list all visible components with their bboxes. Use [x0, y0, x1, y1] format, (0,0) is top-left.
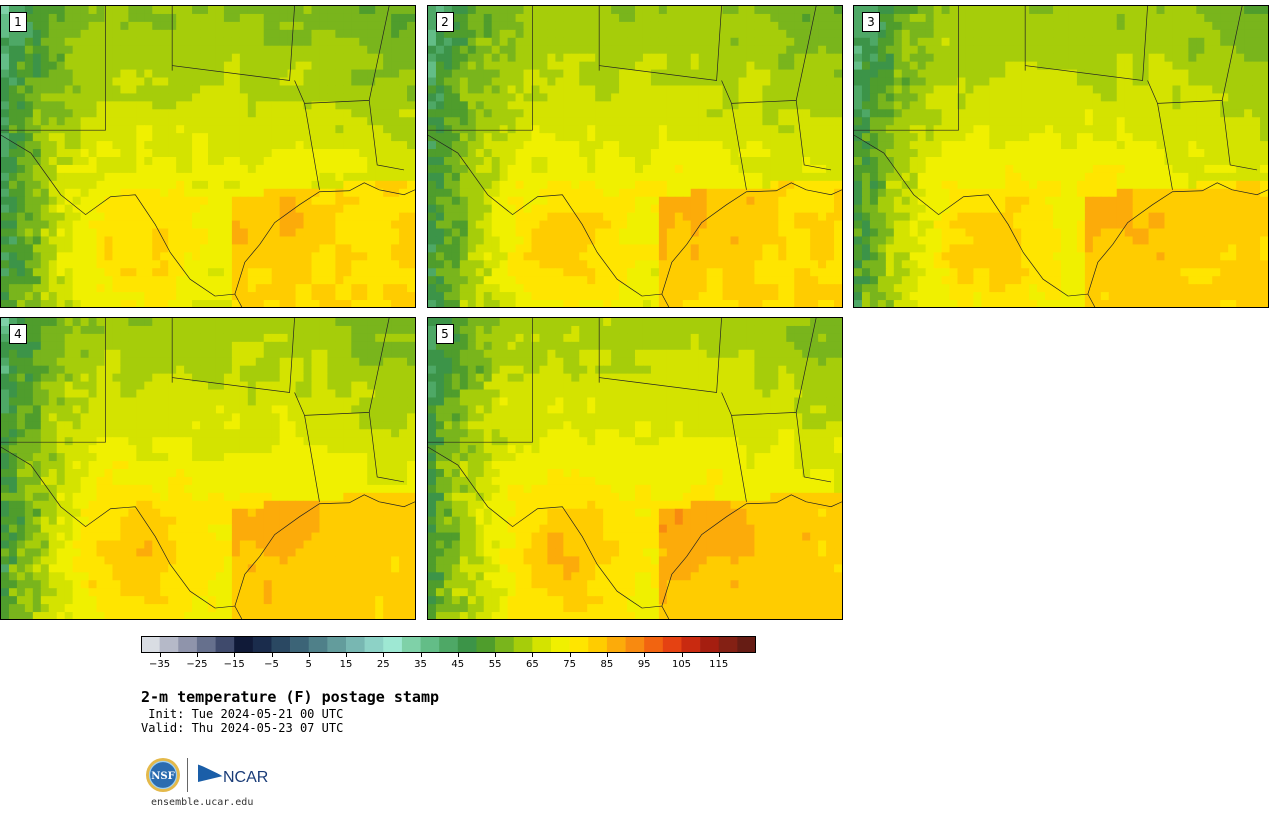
valid-time: Valid: Thu 2024-05-23 07 UTC — [141, 721, 344, 735]
colorbar-swatch — [420, 636, 440, 653]
temperature-map — [854, 6, 1268, 307]
colorbar-swatch — [718, 636, 738, 653]
colorbar-swatch — [662, 636, 682, 653]
colorbar-tick — [234, 653, 236, 657]
ncar-logo-text: NCAR — [223, 769, 268, 786]
colorbar-swatch — [569, 636, 589, 653]
colorbar-tick-label: 45 — [451, 659, 465, 670]
colorbar-tick — [457, 653, 459, 657]
logo-divider — [187, 758, 188, 792]
ensemble-member-panel-5: 5 — [427, 317, 843, 620]
colorbar-tick — [271, 653, 273, 657]
colorbar-swatch — [346, 636, 365, 653]
colorbar-tick-label: 65 — [526, 659, 539, 670]
colorbar-swatch — [196, 636, 216, 653]
colorbar-tick-label: 85 — [600, 659, 614, 670]
colorbar-tick-label: 25 — [376, 659, 390, 670]
colorbar-tick-label: −5 — [264, 659, 279, 670]
colorbar-tick-labels: −35 −25 −15 −5 5 15 25 35 45 55 65 75 85 95 105 115 — [141, 653, 756, 675]
colorbar-tick-label: −25 — [186, 659, 208, 670]
ensemble-member-panel-2: 2 — [427, 5, 843, 308]
ensemble-member-panel-4: 4 — [0, 317, 416, 620]
colorbar-tick-label: 115 — [709, 659, 729, 670]
colorbar-tick — [159, 653, 161, 657]
colorbar-swatch — [141, 636, 160, 653]
member-number-label: 2 — [436, 12, 454, 32]
colorbar-swatch — [513, 636, 533, 653]
temperature-map — [428, 6, 842, 307]
colorbar-tick — [346, 653, 347, 657]
colorbar-tick — [196, 653, 198, 657]
colorbar-swatch — [383, 636, 403, 653]
colorbar-swatch — [700, 636, 720, 653]
colorbar-swatch — [401, 636, 421, 653]
colorbar-swatch — [606, 636, 626, 653]
colorbar-swatch — [364, 636, 384, 653]
colorbar-tick-label: 5 — [305, 659, 312, 670]
temperature-map — [428, 318, 842, 619]
colorbar-tick-label: 15 — [339, 659, 353, 670]
chart-title: 2-m temperature (F) postage stamp — [141, 688, 440, 706]
member-number-label: 3 — [862, 12, 880, 32]
colorbar-tick — [420, 653, 422, 657]
init-time: Init: Tue 2024-05-21 00 UTC — [141, 707, 344, 721]
colorbar-tick — [606, 653, 608, 657]
colorbar-swatch — [476, 636, 496, 653]
colorbar-swatch — [588, 636, 608, 653]
colorbar-tick-label: 55 — [488, 659, 502, 670]
colorbar-swatch — [439, 636, 459, 653]
state-borders — [1, 318, 415, 619]
colorbar-swatch — [159, 636, 179, 653]
state-borders — [854, 6, 1268, 307]
colorbar-tick — [681, 653, 683, 657]
temperature-map — [1, 6, 415, 307]
member-number-label: 1 — [9, 12, 27, 32]
colorbar-swatch — [551, 636, 570, 653]
colorbar-swatch — [271, 636, 291, 653]
colorbar-swatch — [327, 636, 347, 653]
colorbar-swatch — [495, 636, 515, 653]
temperature-map — [1, 318, 415, 619]
colorbar-border — [141, 636, 756, 653]
colorbar-tick-label: −15 — [223, 659, 245, 670]
colorbar-tick-label: 75 — [563, 659, 576, 670]
colorbar-swatch — [737, 636, 757, 653]
colorbar-tick-label: 35 — [414, 659, 427, 670]
colorbar-swatch — [308, 636, 328, 653]
logos: NSF NCAR — [145, 756, 275, 794]
state-borders — [428, 318, 842, 619]
colorbar-tick — [718, 653, 720, 657]
ncar-logo: NCAR — [197, 763, 268, 786]
ensemble-member-panel-3: 3 — [853, 5, 1269, 308]
colorbar-tick-label: 95 — [637, 659, 651, 670]
colorbar-swatch — [178, 636, 198, 653]
ensemble-member-panel-1: 1 — [0, 5, 416, 308]
colorbar-tick-label: −35 — [149, 659, 171, 670]
nsf-logo-text: NSF — [151, 771, 174, 782]
colorbar-swatch — [681, 636, 701, 653]
colorbar-tick — [495, 653, 497, 657]
member-number-label: 4 — [9, 324, 27, 344]
colorbar-swatch — [532, 636, 552, 653]
colorbar-swatch — [234, 636, 254, 653]
colorbar-tick — [383, 653, 385, 657]
colorbar-swatch — [457, 636, 477, 653]
temperature-colorbar — [141, 636, 757, 653]
colorbar-swatch — [625, 636, 645, 653]
nsf-logo: NSF — [146, 758, 180, 792]
colorbar-swatch — [252, 636, 272, 653]
colorbar-tick-label: 105 — [671, 659, 692, 670]
colorbar-tick — [644, 653, 646, 657]
state-borders — [428, 6, 842, 307]
member-number-label: 5 — [436, 324, 454, 344]
colorbar-swatch — [290, 636, 310, 653]
colorbar-swatch — [215, 636, 235, 653]
colorbar-tick — [532, 653, 534, 657]
colorbar-swatch — [644, 636, 664, 653]
colorbar-tick — [569, 653, 571, 657]
source-url: ensemble.ucar.edu — [151, 797, 254, 808]
state-borders — [1, 6, 415, 307]
colorbar-tick — [308, 653, 310, 657]
